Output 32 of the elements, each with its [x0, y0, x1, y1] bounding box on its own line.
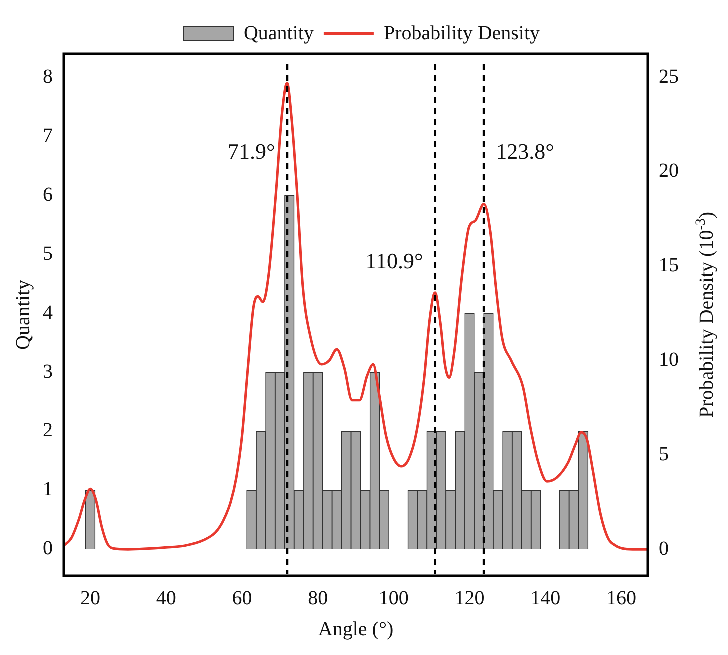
ref-line-label: 71.9°: [228, 138, 276, 164]
x-tick-label: 60: [232, 587, 252, 610]
y-tick-label: 5: [43, 242, 53, 265]
x-tick-label: 80: [308, 587, 328, 610]
legend-label: Probability Density: [384, 22, 540, 44]
y2-tick-label: 15: [659, 254, 679, 277]
y-tick-label: 3: [43, 360, 53, 383]
x-tick-label: 120: [454, 587, 485, 610]
y2-tick-label: 25: [659, 66, 679, 88]
x-tick-label: 40: [156, 587, 176, 610]
y-axis-title: Quantity: [12, 280, 34, 350]
y2-axis-title: Probability Density (10-3): [694, 212, 718, 418]
y2-tick-label: 10: [659, 349, 679, 372]
x-tick-label: 100: [378, 587, 409, 610]
legend-label: Quantity: [244, 22, 314, 44]
x-tick-label: 20: [80, 587, 101, 610]
y2-tick-label: 20: [659, 160, 679, 182]
y-tick-label: 4: [43, 302, 53, 324]
y-tick-label: 0: [43, 538, 53, 560]
y-tick-label: 1: [43, 478, 53, 501]
y-tick-label: 7: [43, 124, 53, 147]
y2-tick-label: 0: [659, 538, 669, 560]
line-series: [64, 82, 648, 551]
ref-line-label: 110.9°: [366, 248, 424, 274]
x-tick-label: 160: [606, 587, 636, 610]
x-axis-title: Angle (°): [318, 618, 394, 640]
y2-tick-label: 5: [659, 443, 669, 466]
ref-line-label: 123.8°: [496, 138, 554, 164]
y-tick-label: 6: [43, 184, 53, 206]
y-tick-label: 8: [43, 66, 53, 88]
x-tick-label: 140: [530, 587, 561, 610]
y-tick-label: 2: [43, 420, 53, 442]
